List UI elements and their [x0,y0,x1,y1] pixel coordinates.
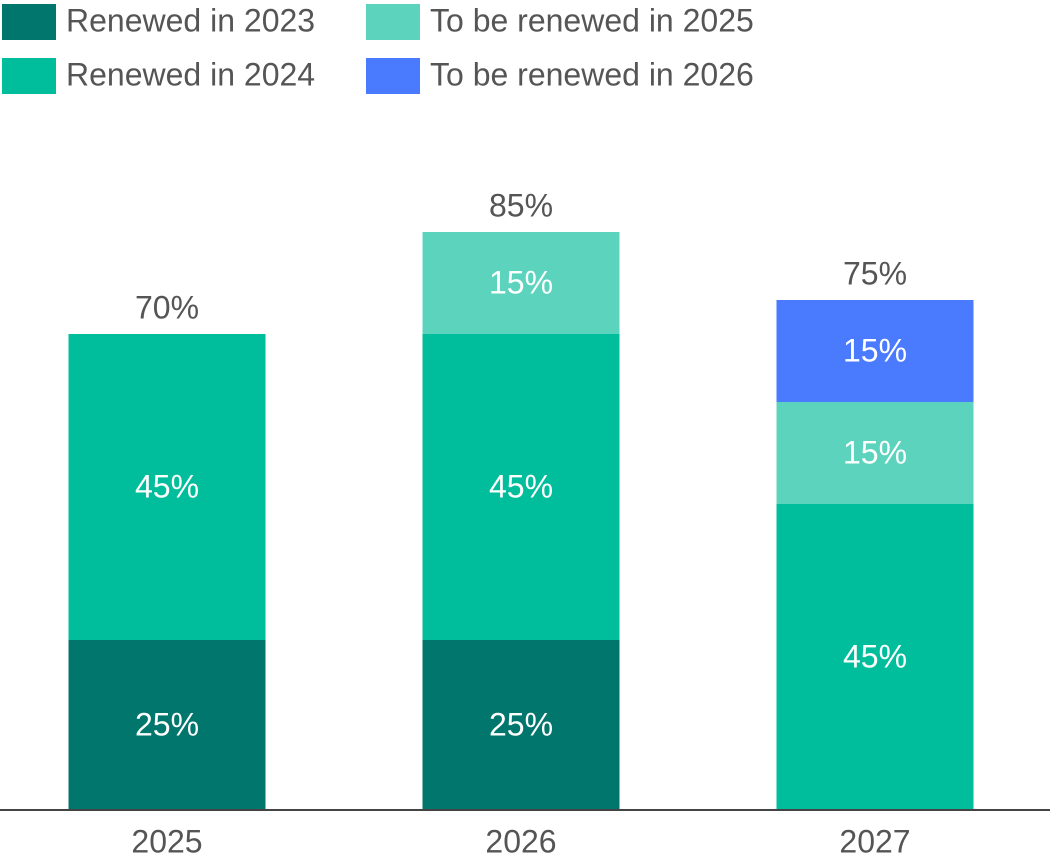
legend-label: To be renewed in 2025 [430,2,754,38]
total-label: 75% [843,255,907,291]
legend-swatch [2,58,56,94]
value-label: 45% [489,468,553,504]
bar-segment [776,402,974,504]
bar-segment [422,640,620,810]
value-label: 15% [843,332,907,368]
bar-segment [776,300,974,402]
total-label: 70% [135,289,199,325]
legend-swatch [2,4,56,40]
x-tick-label: 2026 [485,823,556,859]
value-label: 15% [489,264,553,300]
legend-label: Renewed in 2023 [66,2,315,38]
value-label: 45% [135,468,199,504]
x-tick-label: 2027 [839,823,910,859]
bar-segment [776,504,974,810]
legend-swatch [366,4,420,40]
legend-label: To be renewed in 2026 [430,56,754,92]
value-label: 15% [843,434,907,470]
bar-segment [68,640,266,810]
bar-segment [422,334,620,640]
value-label: 25% [135,706,199,742]
legend-swatch [366,58,420,94]
bar-segment [68,334,266,640]
bar-segment [422,232,620,334]
legend-label: Renewed in 2024 [66,56,315,92]
value-label: 45% [843,638,907,674]
total-label: 85% [489,187,553,223]
value-label: 25% [489,706,553,742]
x-tick-label: 2025 [131,823,202,859]
